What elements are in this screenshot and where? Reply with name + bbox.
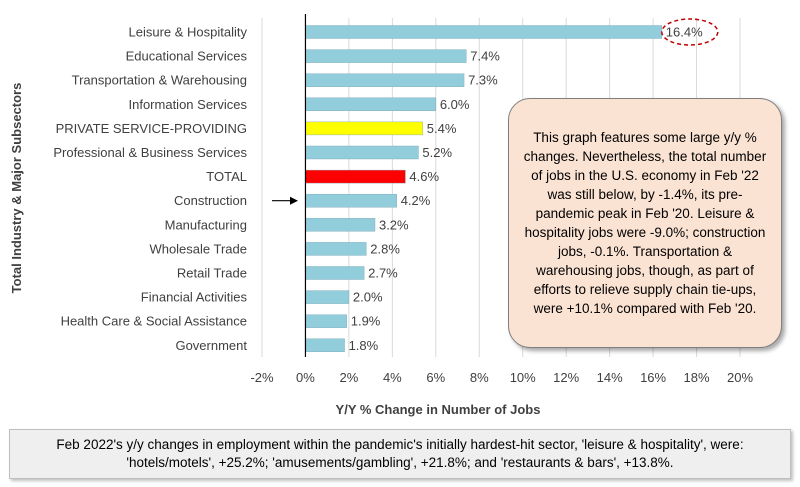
annotation-text: This graph features some large y/y % cha… <box>523 130 767 316</box>
data-label: 4.2% <box>401 193 431 208</box>
bars <box>305 25 662 352</box>
annotation-callout: This graph features some large y/y % cha… <box>508 98 782 348</box>
x-tick-label: 10% <box>510 370 536 385</box>
x-tick-label: 0% <box>296 370 315 385</box>
construction-arrow-icon <box>272 196 298 205</box>
category-label: Manufacturing <box>165 217 247 232</box>
bar <box>305 73 465 87</box>
x-tick-label: 16% <box>640 370 666 385</box>
bar <box>305 169 406 184</box>
x-tick-label: 20% <box>727 370 753 385</box>
y-axis-title: Total Industry & Major Subsectors <box>9 83 24 294</box>
category-labels: Leisure & Hospitality Educational Service… <box>53 25 247 353</box>
bar <box>305 242 367 256</box>
data-labels: 16.4% 7.4% 7.3% 6.0% 5.4% 5.2% 4.6% 4.2% 3.2% 2.8… <box>349 25 704 353</box>
data-label: 4.6% <box>409 169 439 184</box>
category-label: Information Services <box>129 97 248 112</box>
bar <box>305 121 423 136</box>
category-label: Government <box>175 338 247 353</box>
highlight-circle <box>661 18 719 46</box>
category-label: Educational Services <box>126 49 248 64</box>
bar <box>305 97 437 112</box>
category-label: Professional & Business Services <box>53 145 247 160</box>
bar <box>305 25 662 39</box>
footer-text: Feb 2022's y/y changes in employment wit… <box>56 437 744 470</box>
x-tick-label: 4% <box>383 370 402 385</box>
data-label: 1.9% <box>351 314 381 329</box>
category-label: TOTAL <box>206 169 247 184</box>
bar <box>305 290 350 304</box>
bar <box>305 338 345 352</box>
data-label: 2.8% <box>370 241 400 256</box>
category-label: Retail Trade <box>177 266 247 281</box>
data-label: 5.4% <box>427 121 457 136</box>
x-tick-label: 6% <box>426 370 445 385</box>
footer-note: Feb 2022's y/y changes in employment wit… <box>9 429 791 479</box>
x-tick-label: -2% <box>250 370 274 385</box>
x-tick-label: 12% <box>553 370 579 385</box>
bar <box>305 49 467 63</box>
bar <box>305 314 347 328</box>
x-tick-label: 14% <box>597 370 623 385</box>
data-label: 1.8% <box>349 338 379 353</box>
x-axis-title: Y/Y % Change in Number of Jobs <box>336 402 541 417</box>
x-tick-label: 8% <box>470 370 489 385</box>
data-label: 7.3% <box>468 73 498 88</box>
category-label: PRIVATE SERVICE-PROVIDING <box>56 121 247 136</box>
data-label: 7.4% <box>470 49 500 64</box>
data-label: 6.0% <box>440 97 470 112</box>
x-tick-label: 18% <box>684 370 710 385</box>
category-label: Wholesale Trade <box>149 241 247 256</box>
category-label: Construction <box>174 193 247 208</box>
bar <box>305 193 397 208</box>
data-label: 16.4% <box>666 25 703 40</box>
data-label: 2.7% <box>368 266 398 281</box>
data-label: 2.0% <box>353 290 383 305</box>
x-tick-labels: -2% 0% 2% 4% 6% 8% 10% 12% 14% 16% 18% 20% <box>250 370 753 385</box>
category-label: Transportation & Warehousing <box>72 73 247 88</box>
bar <box>305 145 419 160</box>
bar <box>305 218 376 232</box>
category-label: Financial Activities <box>141 290 248 305</box>
category-label: Health Care & Social Assistance <box>61 314 247 329</box>
x-tick-label: 2% <box>340 370 359 385</box>
category-label: Leisure & Hospitality <box>129 25 248 40</box>
bar <box>305 266 365 280</box>
data-label: 3.2% <box>379 217 409 232</box>
data-label: 5.2% <box>422 145 452 160</box>
